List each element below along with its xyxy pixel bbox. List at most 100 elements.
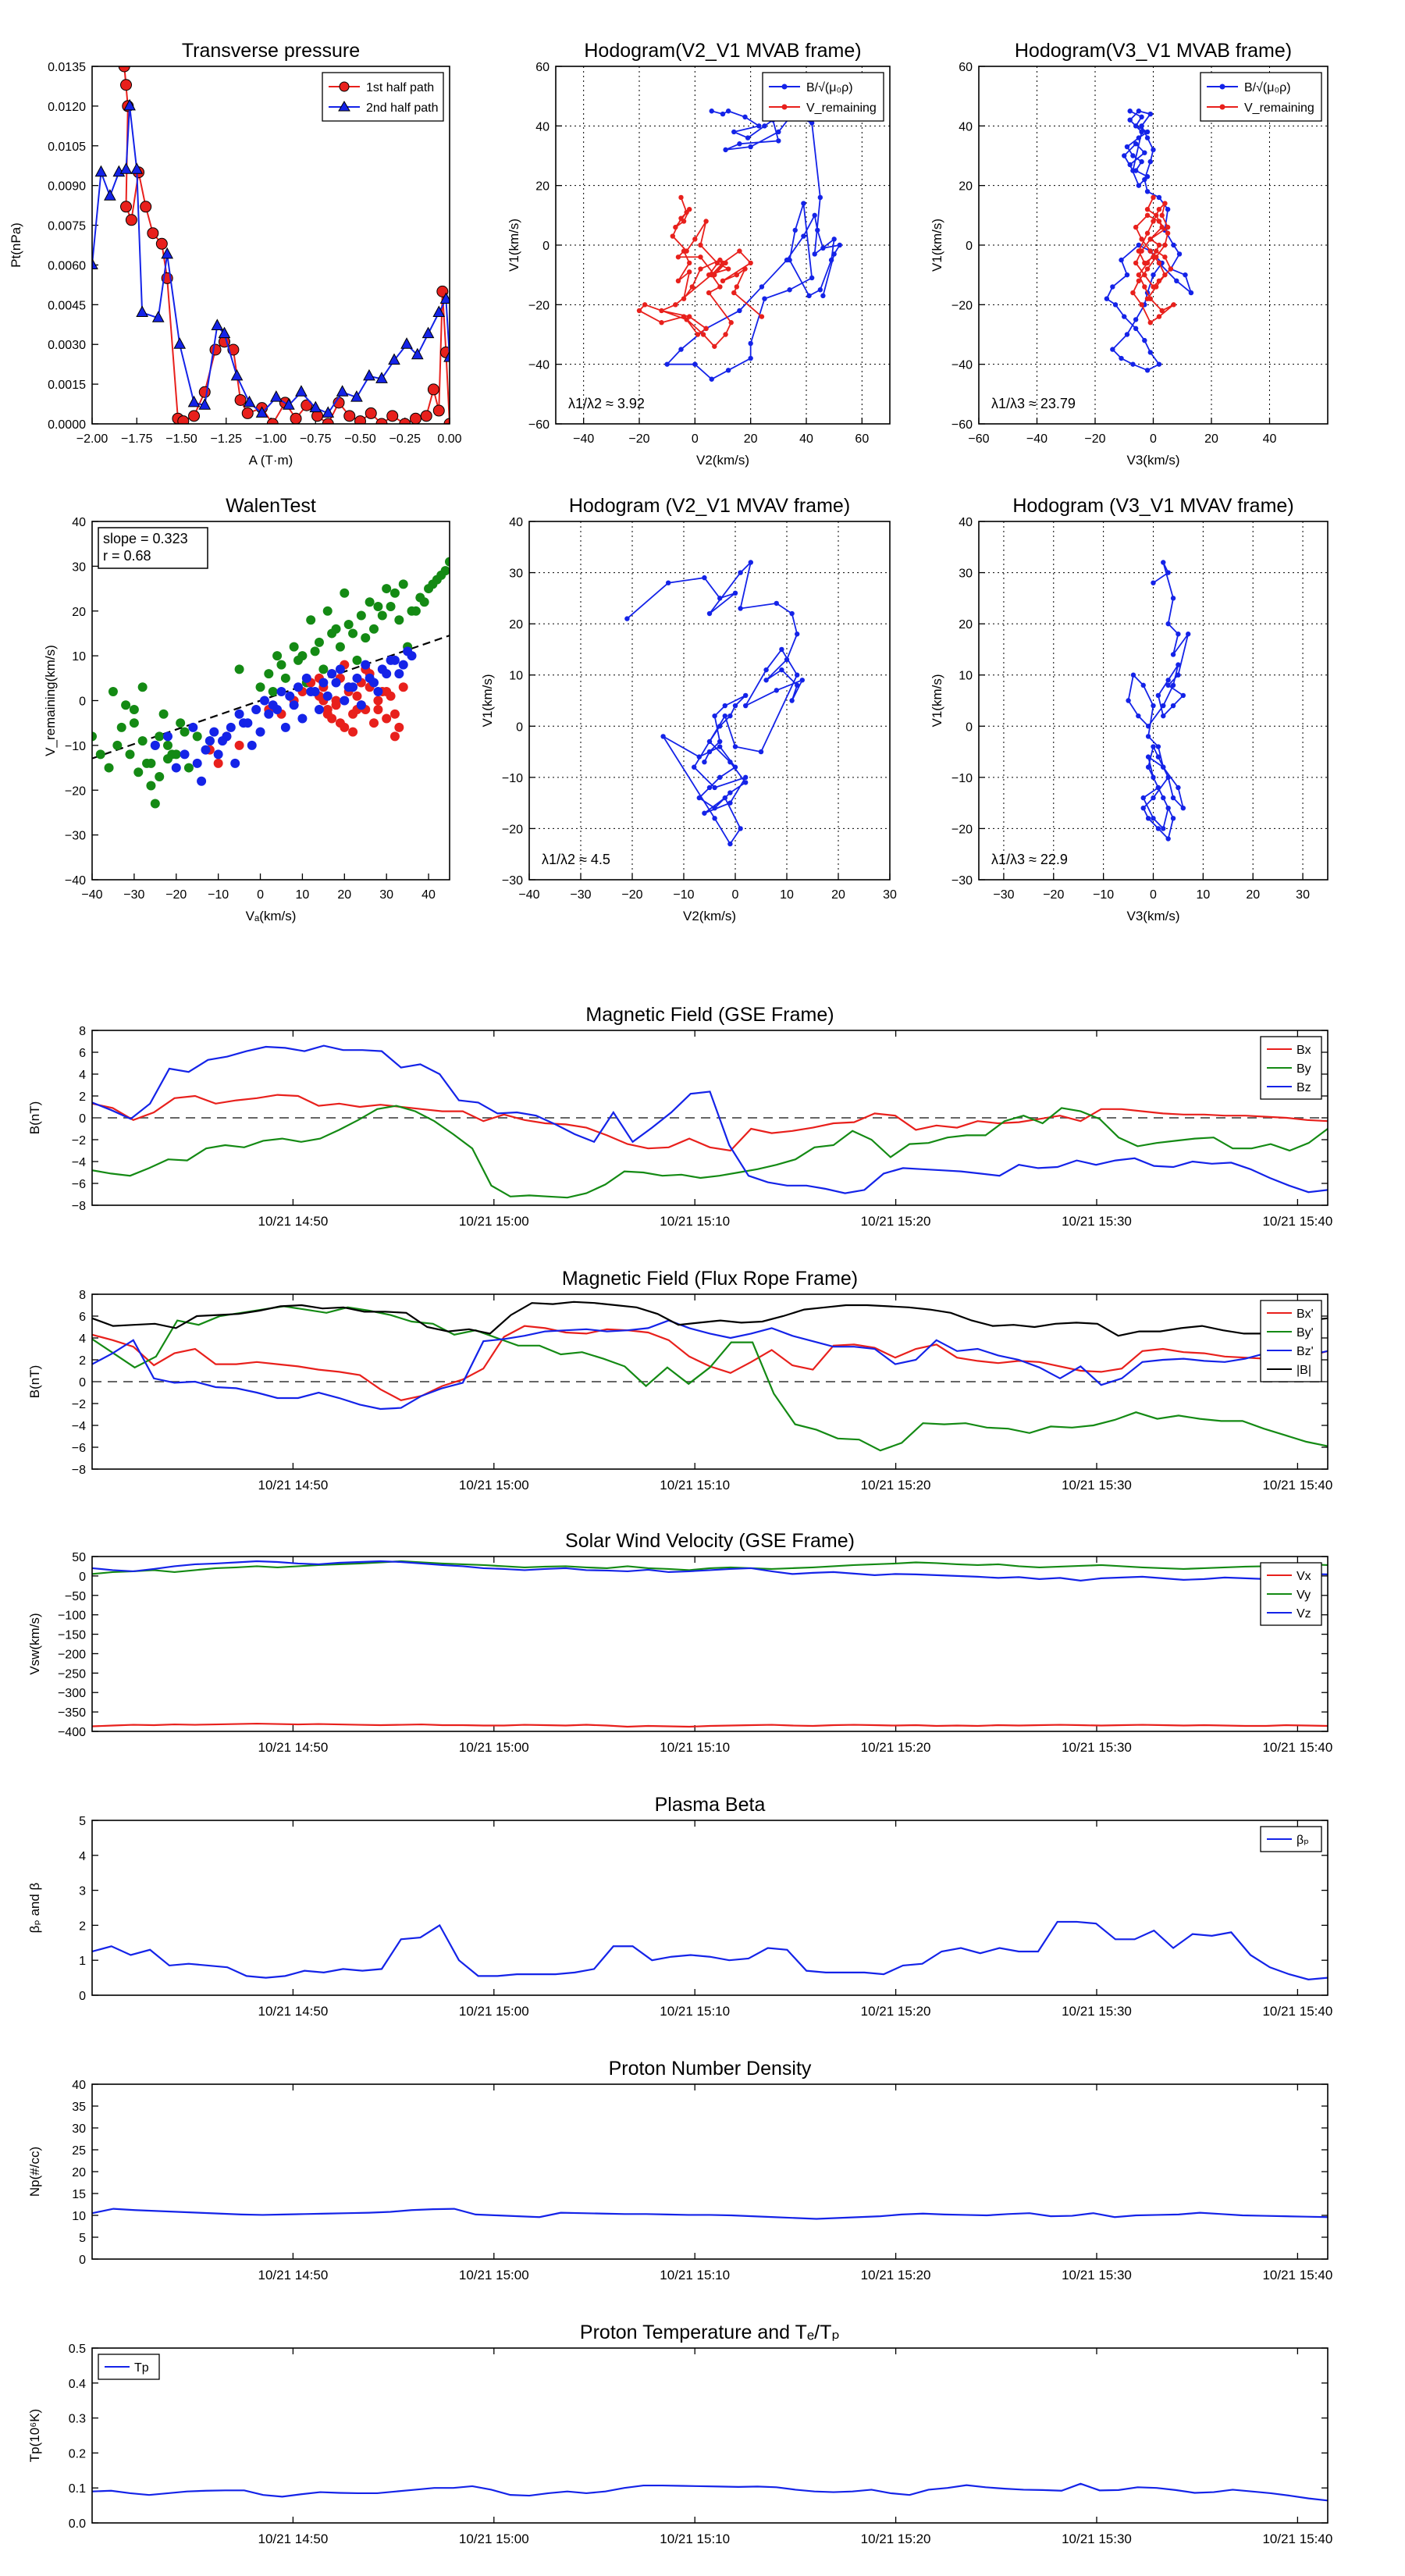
scatter-point <box>322 606 333 616</box>
data-point <box>831 251 837 257</box>
data-point <box>763 678 769 683</box>
data-point <box>678 215 684 221</box>
data-point <box>439 292 450 304</box>
chart-bflux: Magnetic Field (Flux Rope Frame) 10/21 14… <box>27 1268 1332 1493</box>
data-point <box>742 266 748 272</box>
legend <box>762 72 884 122</box>
legend-label: Bx <box>1297 1044 1311 1057</box>
y-tick-label: 0.1 <box>69 2482 86 2496</box>
data-point <box>140 201 152 213</box>
legend-label: V_remaining <box>1244 101 1314 115</box>
data-point <box>427 383 439 396</box>
x-tick-label: 10/21 15:30 <box>1062 2004 1132 2019</box>
data-point <box>728 320 734 326</box>
scatter-point <box>201 745 211 755</box>
x-tick-label: 10/21 15:10 <box>660 2268 730 2282</box>
x-tick-label: 10/21 15:30 <box>1062 1214 1132 1229</box>
data-point <box>712 806 717 811</box>
data-point <box>1162 272 1168 278</box>
x-tick-label: 10/21 14:50 <box>258 1478 328 1493</box>
data-point <box>1144 129 1151 135</box>
data-point <box>187 395 201 407</box>
y-tick-label: −50 <box>65 1590 86 1603</box>
data-point <box>1144 296 1151 301</box>
data-point <box>812 212 817 219</box>
data-point <box>365 407 377 419</box>
y-tick-label: 0 <box>79 2254 86 2267</box>
data-point <box>1156 314 1162 319</box>
x-tick-label: 10/21 14:50 <box>258 2268 328 2282</box>
scatter-point <box>318 678 329 688</box>
legend-label: |B| <box>1297 1364 1311 1377</box>
x-tick-label: −30 <box>993 888 1014 902</box>
y-tick-label: 10 <box>72 2210 86 2223</box>
series-line-Bz' <box>92 1319 1328 1411</box>
y-axis-label: B(nT) <box>27 1101 42 1135</box>
x-tick-label: 20 <box>1246 888 1260 902</box>
plot-frame <box>91 521 450 881</box>
y-tick-label: −10 <box>502 772 523 785</box>
series-line <box>1127 562 1190 841</box>
data-point <box>1156 260 1162 266</box>
x-tick-label: 10/21 15:20 <box>861 1478 931 1493</box>
scatter-point <box>129 718 139 728</box>
data-point <box>375 418 388 424</box>
data-point <box>420 410 432 422</box>
data-point <box>681 296 687 301</box>
data-point <box>748 340 753 347</box>
data-point <box>702 810 707 816</box>
scatter-point <box>243 718 253 728</box>
data-point <box>720 260 726 266</box>
plot-frame <box>91 2347 1329 2524</box>
data-point <box>211 318 224 330</box>
x-tick-label: 10/21 15:30 <box>1062 2532 1132 2546</box>
x-tick-label: −60 <box>968 432 989 446</box>
data-point <box>1156 219 1162 224</box>
scatter-point <box>146 758 156 768</box>
data-point <box>1151 795 1156 801</box>
y-tick-label: −2 <box>72 1134 86 1147</box>
scatter-point <box>327 669 337 679</box>
chart-tp2: Proton Temperature and Tₑ/Tₚ 10/21 14:50 1… <box>27 2322 1332 2546</box>
x-axis-label: V2(km/s) <box>683 909 736 923</box>
data-point <box>1122 314 1127 319</box>
data-point <box>675 254 681 260</box>
data-point <box>1110 347 1115 352</box>
data-point <box>717 738 723 745</box>
y-tick-label: −40 <box>65 874 86 888</box>
data-point <box>717 744 723 749</box>
y-axis-label: V1(km/s) <box>930 219 944 272</box>
chart-bgse: Magnetic Field (GSE Frame) 10/21 14:50 10/… <box>27 1004 1332 1229</box>
data-point <box>1151 744 1156 749</box>
data-point <box>1180 692 1186 699</box>
x-tick-label: −1.25 <box>211 432 243 446</box>
scatter-point <box>197 776 207 786</box>
x-tick-label: 10 <box>1196 888 1210 902</box>
data-point <box>1133 260 1139 266</box>
data-point <box>130 162 144 174</box>
data-point <box>1124 144 1130 150</box>
legend-label: Bz' <box>1297 1345 1314 1358</box>
legend-marker <box>338 101 350 112</box>
y-tick-label: 0.0090 <box>48 180 86 194</box>
scatter-point <box>428 579 438 589</box>
data-point <box>1156 207 1162 212</box>
plot-frame <box>528 521 891 881</box>
data-point <box>255 406 269 418</box>
y-tick-label: −300 <box>58 1687 86 1700</box>
data-point <box>801 233 806 239</box>
y-tick-label: −20 <box>528 299 550 312</box>
scatter-point <box>382 687 392 697</box>
data-point <box>706 610 713 617</box>
data-point <box>409 412 422 424</box>
data-point <box>738 826 743 831</box>
chart-np: Proton Number Density 10/21 14:50 10/21 15… <box>27 2058 1332 2282</box>
y-tick-label: −20 <box>951 299 973 312</box>
chart-h4: Hodogram (V3_V1 MVAV frame) −30 −20 −10 0 10 2… <box>930 495 1329 923</box>
legend-label: βₚ <box>1297 1834 1309 1847</box>
y-tick-label: 20 <box>509 618 523 632</box>
x-tick-label: 10/21 15:20 <box>861 2268 931 2282</box>
x-tick-label: 30 <box>379 888 393 902</box>
scatter-point <box>188 722 198 732</box>
data-point <box>776 138 781 144</box>
